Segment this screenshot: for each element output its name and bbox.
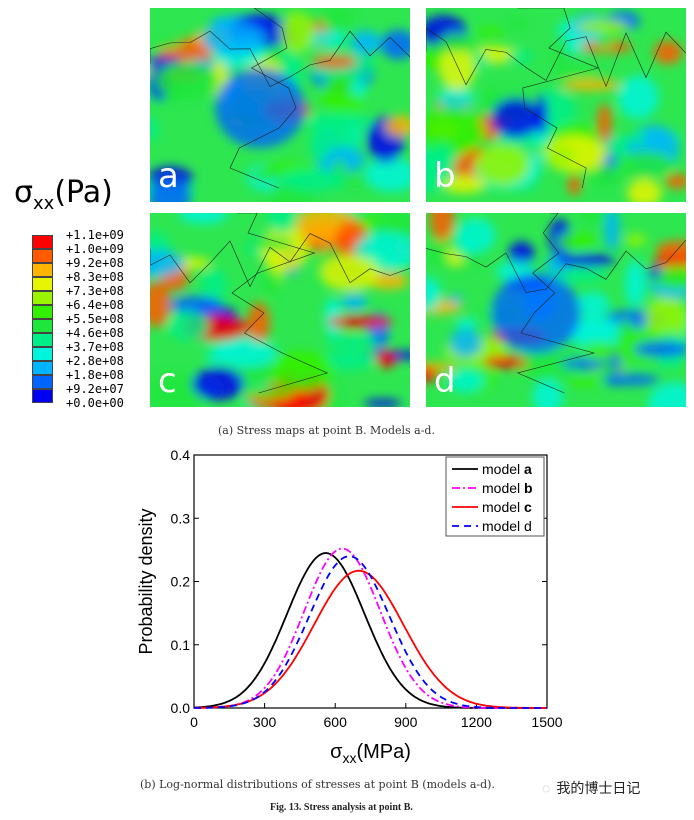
caption-a: (a) Stress maps at point B. Models a-d. bbox=[218, 424, 435, 437]
legend-label: model c bbox=[482, 499, 532, 515]
colorbar-swatch bbox=[32, 263, 53, 277]
colorbar: +1.1e+09 +1.0e+09 +9.2e+08 +8.3e+08 +7.3e+08… bbox=[32, 229, 124, 409]
x-tick-label: 0 bbox=[190, 714, 198, 730]
legend-label: model d bbox=[482, 518, 532, 534]
colorbar-swatch bbox=[32, 361, 53, 375]
y-tick-label: 0.3 bbox=[171, 510, 191, 526]
colorbar-label: +0.0e+00 bbox=[66, 396, 124, 410]
colorbar-label: +1.0e+09 bbox=[66, 242, 124, 256]
stress-map-b: b bbox=[426, 8, 686, 202]
colorbar-label: +5.5e+08 bbox=[66, 312, 124, 326]
colorbar-swatch bbox=[32, 333, 53, 347]
colorbar-swatch bbox=[32, 235, 53, 249]
colorbar-swatch bbox=[32, 291, 53, 305]
colorbar-label: +4.6e+08 bbox=[66, 326, 124, 340]
series-line-model-d bbox=[194, 555, 547, 709]
wechat-icon: ◌ bbox=[542, 780, 551, 796]
sigma-unit: (Pa) bbox=[54, 175, 113, 210]
probability-density-chart: 0 300 600 900 1200 1500 0.0 0.1 0.2 0.3 0.4 σxx(MPa… bbox=[136, 447, 563, 766]
watermark-text: 我的博士日记 bbox=[556, 780, 641, 796]
caption-b: (b) Log-normal distributions of stresses… bbox=[140, 778, 495, 791]
colorbar-label: +3.7e+08 bbox=[66, 340, 124, 354]
colorbar-swatch bbox=[32, 305, 53, 319]
sigma-symbol: σ bbox=[14, 175, 34, 210]
stress-map-c: c bbox=[150, 213, 410, 407]
series-line-model-b bbox=[194, 547, 547, 709]
y-tick-label: 0.2 bbox=[171, 574, 191, 590]
colorbar-swatch bbox=[32, 249, 53, 263]
colorbar-label: +1.8e+08 bbox=[66, 368, 124, 382]
x-tick-label: 600 bbox=[324, 714, 348, 730]
stress-map-a: a bbox=[150, 8, 410, 202]
y-tick-label: 0.1 bbox=[171, 637, 191, 653]
y-tick-label: 0.0 bbox=[171, 700, 191, 716]
map-label: b bbox=[434, 156, 456, 196]
chart-legend: model a model b model c model d bbox=[445, 456, 545, 537]
colorbar-title: σxx(Pa) bbox=[14, 175, 113, 214]
x-axis-label: σxx(MPa) bbox=[330, 741, 411, 766]
colorbar-label: +8.3e+08 bbox=[66, 270, 124, 284]
x-tick-label: 300 bbox=[253, 714, 277, 730]
colorbar-label: +7.3e+08 bbox=[66, 284, 124, 298]
colorbar-swatch bbox=[32, 375, 53, 389]
y-axis-label: Probability density bbox=[136, 508, 156, 654]
x-tick-label: 900 bbox=[394, 714, 418, 730]
map-label: d bbox=[434, 361, 456, 401]
map-label: c bbox=[158, 361, 177, 401]
sigma-subscript: xx bbox=[33, 193, 55, 214]
y-tick-label: 0.4 bbox=[171, 447, 191, 463]
map-label: a bbox=[158, 156, 179, 196]
colorbar-swatch bbox=[32, 319, 53, 333]
legend-label: model a bbox=[482, 461, 532, 477]
colorbar-label: +2.8e+08 bbox=[66, 354, 124, 368]
colorbar-label: +6.4e+08 bbox=[66, 298, 124, 312]
x-tick-label: 1200 bbox=[461, 714, 492, 730]
colorbar-swatch bbox=[32, 347, 53, 361]
legend-label: model b bbox=[482, 480, 533, 496]
colorbar-label: +9.2e+07 bbox=[66, 382, 124, 396]
colorbar-swatch bbox=[32, 277, 53, 291]
watermark: ◌ 我的博士日记 bbox=[542, 778, 640, 798]
colorbar-label: +9.2e+08 bbox=[66, 256, 124, 270]
colorbar-label: +1.1e+09 bbox=[66, 228, 124, 242]
stress-map-d: d bbox=[426, 213, 686, 407]
x-tick-label: 1500 bbox=[531, 714, 562, 730]
figure-caption: Fig. 13. Stress analysis at point B. bbox=[270, 802, 413, 813]
colorbar-swatch bbox=[32, 389, 53, 403]
